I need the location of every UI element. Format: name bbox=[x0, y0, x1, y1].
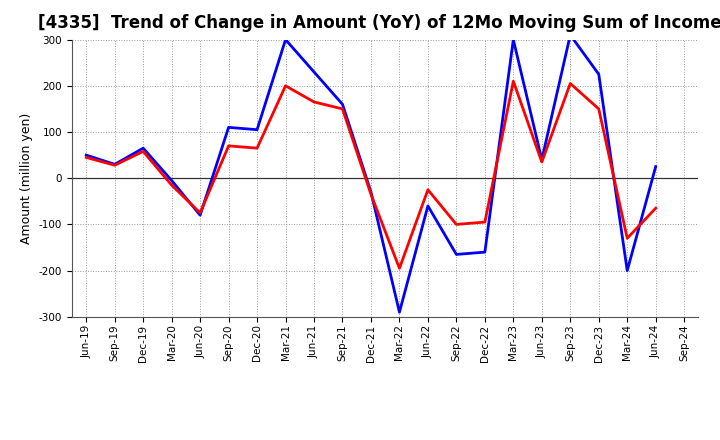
Net Income bbox=[310, 99, 318, 105]
Ordinary Income bbox=[566, 32, 575, 37]
Net Income bbox=[225, 143, 233, 148]
Ordinary Income bbox=[366, 189, 375, 194]
Line: Net Income: Net Income bbox=[86, 81, 656, 268]
Ordinary Income bbox=[537, 157, 546, 162]
Ordinary Income bbox=[139, 146, 148, 151]
Net Income bbox=[338, 106, 347, 111]
Net Income bbox=[366, 192, 375, 197]
Ordinary Income bbox=[82, 152, 91, 158]
Ordinary Income bbox=[253, 127, 261, 132]
Net Income bbox=[595, 106, 603, 111]
Net Income bbox=[452, 222, 461, 227]
Net Income bbox=[423, 187, 432, 192]
Ordinary Income bbox=[310, 69, 318, 74]
Ordinary Income bbox=[167, 178, 176, 183]
Net Income bbox=[509, 78, 518, 84]
Net Income bbox=[652, 205, 660, 211]
Net Income bbox=[537, 159, 546, 165]
Net Income bbox=[566, 81, 575, 86]
Title: [4335]  Trend of Change in Amount (YoY) of 12Mo Moving Sum of Incomes: [4335] Trend of Change in Amount (YoY) o… bbox=[38, 15, 720, 33]
Net Income bbox=[139, 149, 148, 154]
Net Income bbox=[82, 155, 91, 160]
Net Income bbox=[110, 163, 119, 168]
Y-axis label: Amount (million yen): Amount (million yen) bbox=[20, 113, 33, 244]
Ordinary Income bbox=[595, 72, 603, 77]
Ordinary Income bbox=[196, 213, 204, 218]
Net Income bbox=[395, 266, 404, 271]
Ordinary Income bbox=[480, 249, 489, 255]
Ordinary Income bbox=[225, 125, 233, 130]
Net Income bbox=[196, 210, 204, 216]
Ordinary Income bbox=[423, 203, 432, 209]
Ordinary Income bbox=[338, 102, 347, 107]
Ordinary Income bbox=[395, 310, 404, 315]
Net Income bbox=[282, 83, 290, 88]
Ordinary Income bbox=[623, 268, 631, 273]
Net Income bbox=[480, 220, 489, 225]
Ordinary Income bbox=[652, 164, 660, 169]
Net Income bbox=[623, 235, 631, 241]
Ordinary Income bbox=[110, 161, 119, 167]
Ordinary Income bbox=[509, 37, 518, 42]
Ordinary Income bbox=[282, 37, 290, 42]
Net Income bbox=[167, 183, 176, 188]
Ordinary Income bbox=[452, 252, 461, 257]
Line: Ordinary Income: Ordinary Income bbox=[86, 35, 656, 312]
Net Income bbox=[253, 146, 261, 151]
